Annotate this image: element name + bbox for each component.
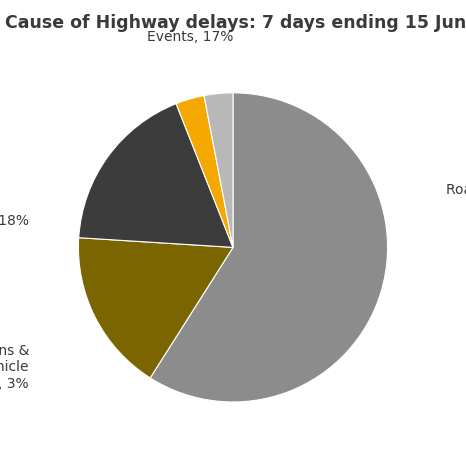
Wedge shape bbox=[78, 238, 233, 378]
Wedge shape bbox=[150, 94, 388, 402]
Text: Roadworks, 59%: Roadworks, 59% bbox=[446, 182, 466, 196]
Wedge shape bbox=[204, 94, 233, 248]
Text: Events, 17%: Events, 17% bbox=[146, 30, 233, 44]
Wedge shape bbox=[176, 96, 233, 248]
Text: Other, 18%: Other, 18% bbox=[0, 213, 29, 227]
Text: Collisions &
Vehicle
Breakdowns, 3%: Collisions & Vehicle Breakdowns, 3% bbox=[0, 343, 29, 390]
Wedge shape bbox=[79, 105, 233, 248]
Text: Cause of Highway delays: 7 days ending 15 June: Cause of Highway delays: 7 days ending 1… bbox=[5, 14, 466, 32]
